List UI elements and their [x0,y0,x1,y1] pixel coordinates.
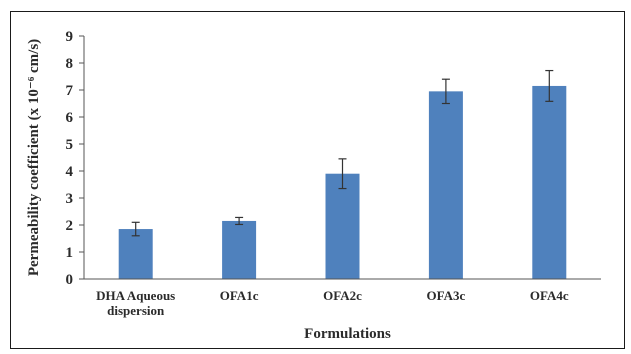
y-tick-label: 2 [66,218,74,234]
x-category-label: OFA3c [427,288,466,303]
y-tick-label: 3 [66,191,74,207]
y-tick-label: 6 [66,110,74,126]
y-tick-label: 7 [66,83,74,99]
x-category-label: OFA2c [323,288,362,303]
bar [428,91,463,279]
y-tick-label: 0 [66,272,74,288]
chart-frame [10,11,625,349]
x-category-label: DHA Aqueous dispersion [96,288,175,318]
bar [118,229,153,279]
error-bars [131,69,554,237]
y-tick-label: 5 [66,137,74,153]
y-tick-label: 8 [66,56,74,72]
y-tick-label: 9 [66,29,74,45]
y-tick-label: 4 [66,164,74,180]
bar [325,173,360,279]
y-axis-ticks: 0 1 2 3 4 5 6 7 8 9 [66,29,84,288]
x-category-label: OFA1c [220,288,259,303]
x-axis-title: Formulations [304,326,391,342]
bar [532,85,567,279]
x-category-label: OFA4c [530,288,569,303]
bar [222,220,257,279]
x-axis-categories: DHA Aqueous dispersion OFA1c OFA2c OFA3c OFA4… [96,288,569,318]
y-tick-label: 1 [66,245,74,261]
y-axis-title: Permeability coefficient (x 10⁻⁶ cm/s) [26,39,42,276]
bars [118,85,567,279]
